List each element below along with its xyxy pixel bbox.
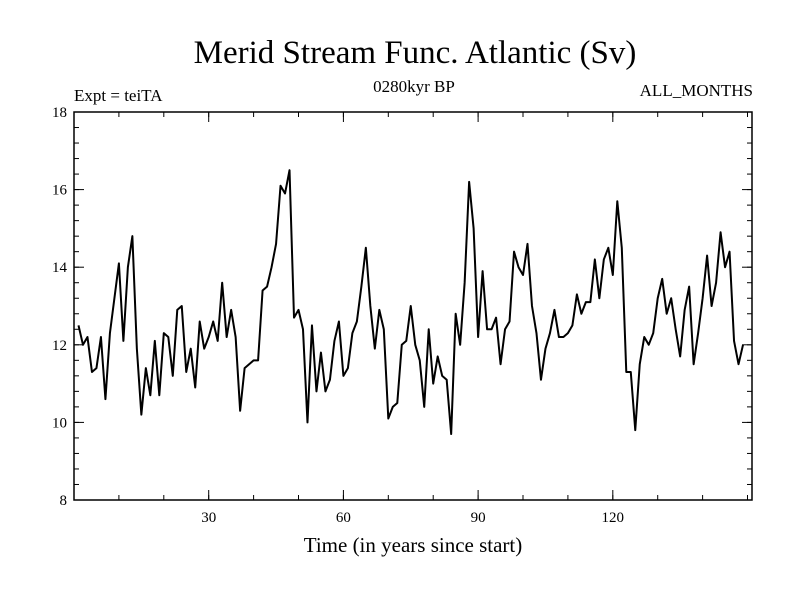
- y-tick-label: 10: [52, 415, 67, 431]
- x-axis-label: Time (in years since start): [304, 533, 523, 557]
- x-tick-label: 30: [201, 510, 216, 526]
- x-tick-labels: 30 60 90 120: [201, 510, 624, 526]
- chart-title: Merid Stream Func. Atlantic (Sv): [194, 35, 637, 71]
- y-tick-label: 12: [52, 338, 67, 354]
- x-tick-label: 60: [336, 510, 351, 526]
- x-tick-label: 120: [602, 510, 625, 526]
- y-tick-labels: 8 10 12 14 16 18: [52, 105, 68, 509]
- months-label: ALL_MONTHS: [640, 81, 753, 100]
- y-tick-label: 14: [52, 260, 68, 276]
- y-tick-label: 18: [52, 105, 67, 121]
- x-tick-label: 90: [471, 510, 486, 526]
- axis-ticks: [74, 111, 752, 501]
- series-line: [77, 169, 744, 436]
- plot-frame: [73, 111, 753, 501]
- experiment-label: Expt = teiTA: [74, 86, 163, 105]
- period-label: 0280kyr BP: [373, 77, 455, 96]
- y-tick-label: 8: [60, 493, 68, 509]
- y-tick-label: 16: [52, 183, 68, 199]
